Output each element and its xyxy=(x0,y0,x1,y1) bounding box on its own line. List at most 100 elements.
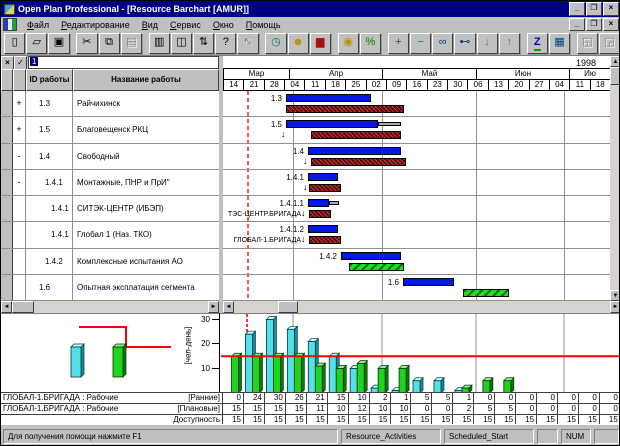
id-column-header[interactable]: ID работы xyxy=(26,69,73,91)
row-selector[interactable] xyxy=(1,248,13,274)
table-row[interactable]: 1.4.1 СИТЭК-ЦЕНТР (ИБЭП) xyxy=(1,196,219,223)
early-dates-bar[interactable] xyxy=(286,94,371,102)
row-selector[interactable] xyxy=(1,196,13,222)
table-row[interactable]: +1.5 Благовещенск РКЦ xyxy=(1,117,219,144)
table-row[interactable]: -1.4.1 Монтажные, ПНР и ПрИ" xyxy=(1,169,219,196)
expander-cell[interactable] xyxy=(13,248,26,274)
scroll-thumb[interactable] xyxy=(12,301,34,313)
menu-item-окно[interactable]: Окно xyxy=(212,19,234,30)
left-horizontal-scrollbar[interactable]: ◄ ► xyxy=(1,301,219,313)
expander-cell[interactable]: - xyxy=(13,143,26,169)
add-activity-button[interactable]: + xyxy=(387,33,409,54)
pane-splitter[interactable] xyxy=(219,56,223,313)
open-button[interactable]: ▱ xyxy=(26,33,48,54)
scheduled-dates-bar[interactable] xyxy=(309,210,331,218)
expander-cell[interactable] xyxy=(13,274,26,300)
mdi-minimize-button[interactable]: _ xyxy=(569,18,585,31)
close-button[interactable]: × xyxy=(603,2,619,16)
link-activities-button[interactable]: ∞ xyxy=(432,33,454,54)
mdi-close-button[interactable]: × xyxy=(603,18,619,31)
save-button[interactable]: ▣ xyxy=(48,33,70,54)
table-row[interactable]: 1.4.2 Комплексные испытания АО xyxy=(1,248,219,275)
gantt-horizontal-scrollbar[interactable]: ◄ ► xyxy=(223,301,619,313)
histogram-view-button[interactable]: ▆ xyxy=(309,33,331,54)
table-row[interactable]: -1.4 Свободный xyxy=(1,143,219,170)
percent-complete-button[interactable]: % xyxy=(359,33,381,54)
early-dates-bar[interactable] xyxy=(308,199,329,207)
status-empty-panel-2 xyxy=(594,429,619,444)
scheduled-dates-bar[interactable] xyxy=(309,183,341,192)
expander-cell[interactable] xyxy=(13,196,26,222)
scroll-left-icon[interactable]: ◄ xyxy=(1,301,12,313)
sort-button[interactable]: ⇅ xyxy=(193,33,215,54)
row-selector[interactable] xyxy=(1,169,13,195)
scheduled-dates-bar[interactable] xyxy=(309,236,341,245)
early-dates-bar[interactable] xyxy=(308,146,401,155)
table-view-button[interactable]: ▦ xyxy=(548,33,570,54)
menu-item-файл[interactable]: Файл xyxy=(27,19,50,30)
resource-value-cell: 0 xyxy=(223,393,244,403)
table-row[interactable]: +1.3 Райчихинск xyxy=(1,91,219,118)
new-button[interactable]: ▯ xyxy=(4,33,26,54)
scroll-thumb[interactable] xyxy=(610,67,619,85)
cancel-edit-button[interactable]: × xyxy=(1,56,14,70)
move-down-button[interactable]: ↓ xyxy=(476,33,498,54)
expander-cell[interactable]: + xyxy=(13,91,26,117)
row-selector[interactable] xyxy=(1,91,13,117)
early-dates-bar[interactable] xyxy=(308,225,338,234)
early-dates-bar[interactable] xyxy=(286,120,378,129)
month-header-Апр: Апр xyxy=(289,69,382,80)
progress-bar[interactable] xyxy=(463,288,509,297)
cell-edit-input[interactable]: 1 xyxy=(28,56,219,69)
resource-value-cell: 0 xyxy=(495,393,517,403)
menu-item-помощь[interactable]: Помощь xyxy=(245,19,281,30)
gantt-vertical-scrollbar[interactable]: ▲ ▼ xyxy=(610,56,619,301)
scheduled-dates-bar[interactable] xyxy=(311,131,401,140)
table-row[interactable]: 1.6 Опытная эксплатация сегмента xyxy=(1,274,219,301)
scroll-left-icon[interactable]: ◄ xyxy=(223,301,234,313)
app-icon[interactable] xyxy=(4,3,15,15)
delete-activity-button[interactable]: − xyxy=(409,33,432,54)
confirm-edit-button[interactable]: ✓ xyxy=(14,56,27,70)
mdi-restore-button[interactable]: ❐ xyxy=(586,18,602,31)
unlink-activities-button[interactable]: ⊷ xyxy=(454,33,476,54)
scroll-right-icon[interactable]: ► xyxy=(208,301,219,313)
print-button[interactable]: ▥ xyxy=(148,33,170,54)
week-header: 27 xyxy=(528,80,549,91)
menu-item-сервис[interactable]: Сервис xyxy=(170,19,201,30)
zoom-time-button[interactable]: Z xyxy=(526,33,548,54)
restore-button[interactable]: ❐ xyxy=(586,2,602,16)
expander-cell[interactable]: + xyxy=(13,117,26,143)
early-dates-bar[interactable] xyxy=(308,172,338,181)
minimize-button[interactable]: _ xyxy=(569,2,585,16)
move-up-button[interactable]: ↑ xyxy=(498,33,520,54)
scroll-thumb[interactable] xyxy=(278,301,298,313)
menu-item-вид[interactable]: Вид xyxy=(141,19,158,30)
cut-button[interactable]: ✂ xyxy=(76,33,98,54)
progress-bar[interactable] xyxy=(349,262,404,271)
print-preview-button[interactable]: ◫ xyxy=(170,33,192,54)
row-selector[interactable] xyxy=(1,143,13,169)
extra-2-button: ◲ xyxy=(598,33,619,54)
row-selector[interactable] xyxy=(1,222,13,248)
expander-cell[interactable] xyxy=(13,222,26,248)
table-row[interactable]: 1.4.1 Глобал 1 (Наз. ТКО) xyxy=(1,222,219,249)
scroll-down-icon[interactable]: ▼ xyxy=(610,290,619,301)
time-analysis-button[interactable]: ◷ xyxy=(265,33,287,54)
name-column-header[interactable]: Название работы xyxy=(73,69,219,91)
early-dates-bar[interactable] xyxy=(341,251,401,260)
copy-button[interactable]: ⧉ xyxy=(98,33,120,54)
row-selector[interactable] xyxy=(1,274,13,300)
scroll-up-icon[interactable]: ▲ xyxy=(610,56,619,67)
scheduled-dates-bar[interactable] xyxy=(286,105,404,113)
expander-cell[interactable]: - xyxy=(13,169,26,195)
menu-item-редактирование[interactable]: Редактирование xyxy=(61,19,130,30)
scheduled-dates-bar[interactable] xyxy=(311,157,406,166)
early-dates-bar[interactable] xyxy=(403,277,454,286)
scroll-right-icon[interactable]: ► xyxy=(610,301,619,313)
resource-analysis-button[interactable]: ☻ xyxy=(287,33,309,54)
row-selector[interactable] xyxy=(1,117,13,143)
help-button[interactable]: ? xyxy=(215,33,237,54)
cost-button[interactable]: ◉ xyxy=(337,33,359,54)
document-icon[interactable] xyxy=(4,19,16,30)
